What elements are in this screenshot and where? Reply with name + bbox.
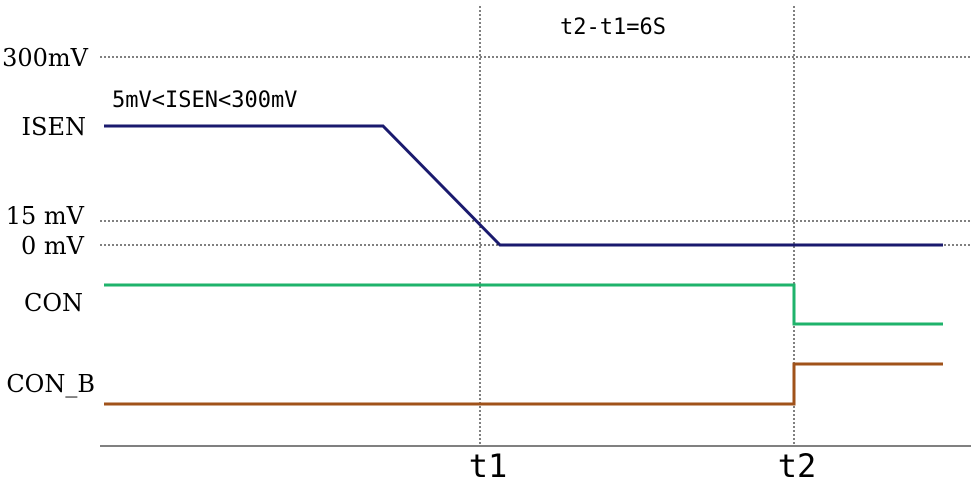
isen-waveform	[104, 124, 943, 247]
con-waveform	[104, 283, 943, 326]
label-con-b: CON_B	[6, 370, 95, 398]
annotation-isen-range: 5mV<ISEN<300mV	[112, 88, 297, 113]
annotation-interval: t2-t1=6S	[560, 15, 666, 40]
tick-label-t1: t1	[469, 447, 508, 479]
label-0mv: 0 mV	[21, 232, 85, 260]
tick-label-t2: t2	[778, 447, 817, 479]
label-isen: ISEN	[22, 113, 86, 141]
label-15mv: 15 mV	[6, 202, 85, 230]
label-300mv: 300mV	[2, 44, 89, 72]
con-b-waveform	[104, 362, 943, 406]
label-con: CON	[24, 289, 83, 317]
